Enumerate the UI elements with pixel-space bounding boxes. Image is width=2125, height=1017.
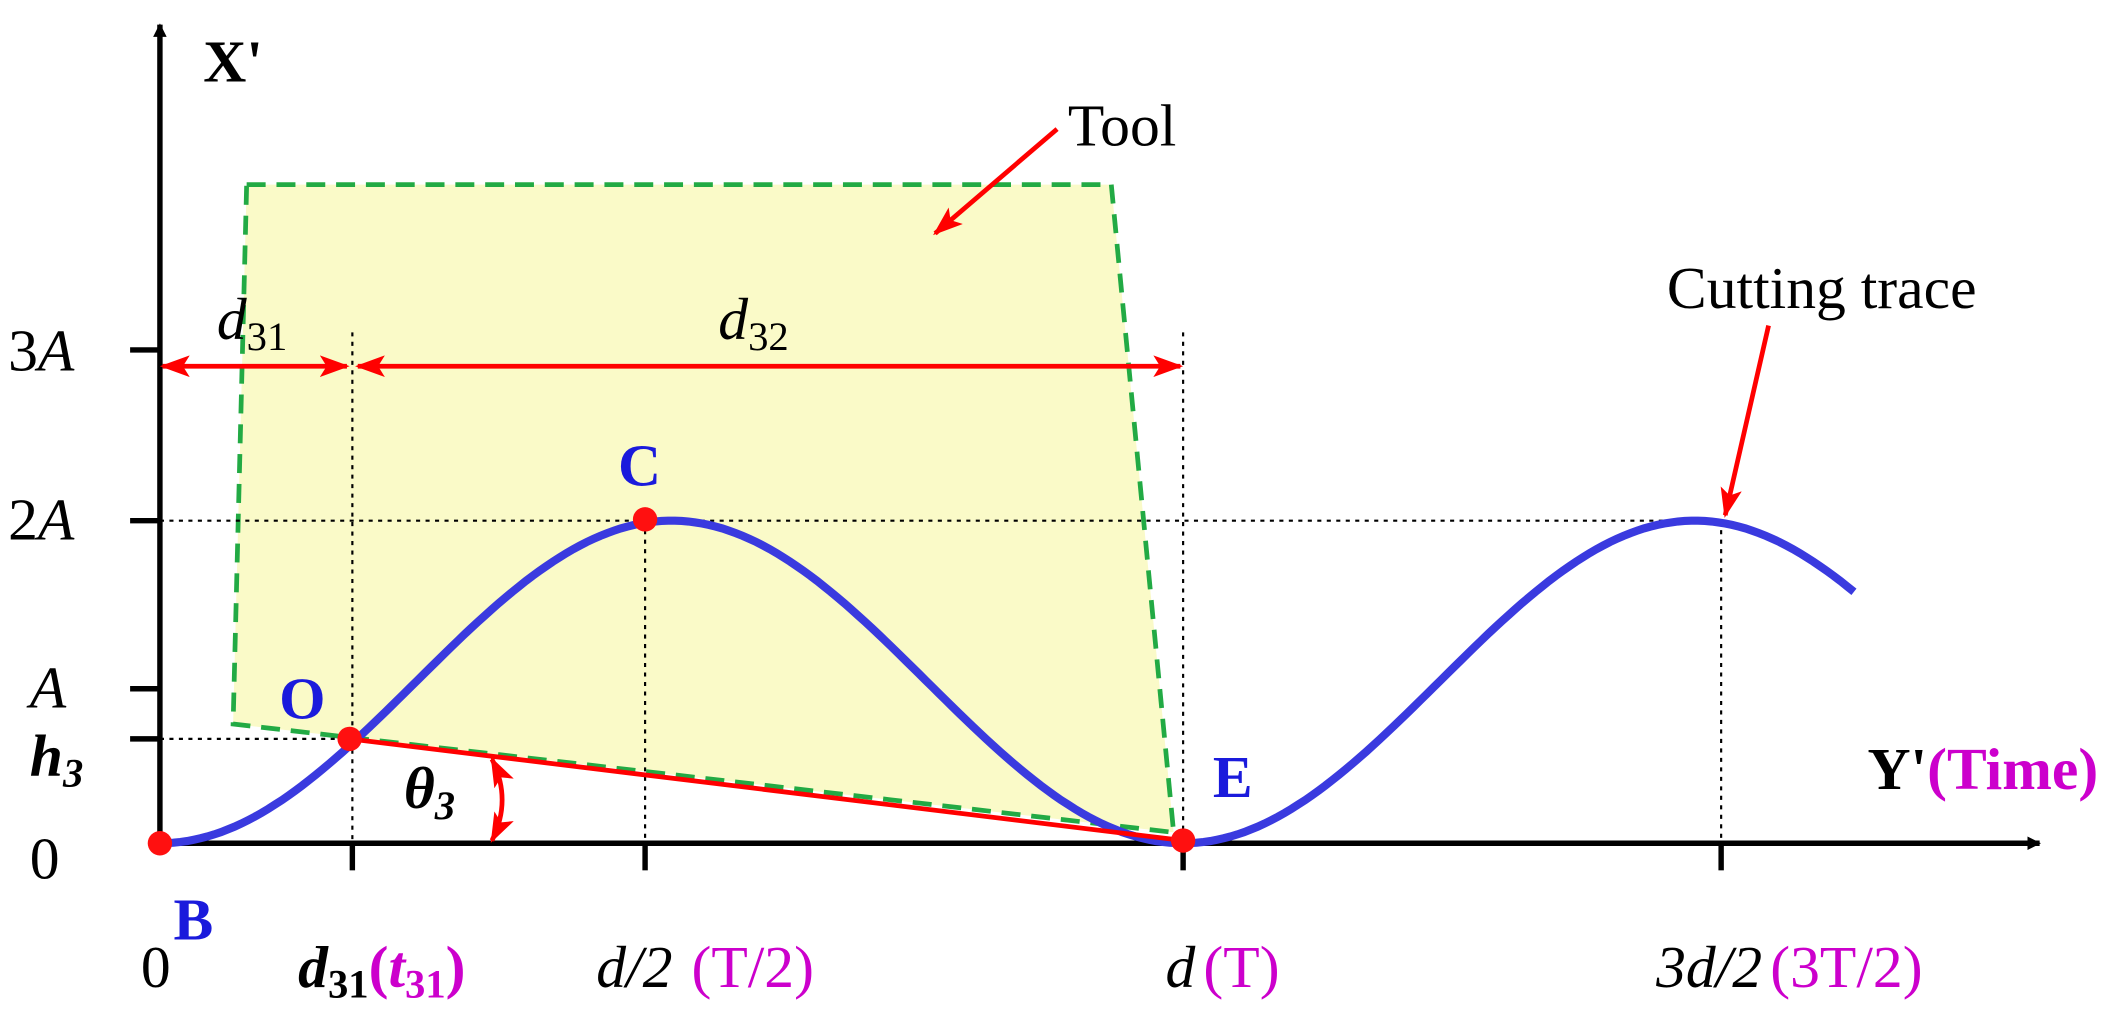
x-label: 3d/2 (3T/2) bbox=[1655, 934, 1922, 1000]
y-label: 0 bbox=[30, 825, 60, 891]
x-label: d31(t31) bbox=[298, 934, 465, 1007]
x-title: Y' bbox=[1868, 736, 1928, 802]
x-title-note: (Time) bbox=[1927, 736, 2098, 802]
note-close: ) bbox=[446, 934, 466, 1000]
annotations bbox=[159, 127, 1771, 843]
point-label: O bbox=[279, 666, 325, 732]
cutting-trace bbox=[159, 516, 1857, 848]
coef: 3 bbox=[8, 317, 38, 383]
sym: h bbox=[30, 722, 63, 788]
sym: θ bbox=[404, 755, 435, 821]
main: d bbox=[1165, 934, 1195, 1000]
note: (T/2) bbox=[691, 934, 814, 1000]
y-label: 3A bbox=[8, 317, 75, 383]
point-label: B bbox=[173, 886, 213, 952]
y-label: 2A bbox=[8, 487, 75, 553]
note: (T) bbox=[1203, 934, 1279, 1000]
x-label: d/2 (T/2) bbox=[596, 934, 814, 1000]
sub: 3 bbox=[434, 783, 455, 828]
note-open: ( bbox=[369, 934, 389, 1000]
point-label: E bbox=[1213, 744, 1253, 810]
y-label: A bbox=[26, 655, 67, 721]
angle-label: θ3 bbox=[404, 755, 455, 828]
dimension-label: d31 bbox=[217, 286, 287, 359]
dimension-label: d32 bbox=[718, 286, 788, 359]
tool-label: Tool bbox=[1068, 92, 1176, 158]
main: 3d/2 bbox=[1655, 934, 1762, 1000]
sub: 31 bbox=[247, 314, 288, 359]
sym: d bbox=[217, 286, 247, 352]
trace-label: Cutting trace bbox=[1667, 255, 1977, 321]
tool-shape bbox=[230, 182, 1177, 836]
sym: d bbox=[718, 286, 748, 352]
main: d bbox=[298, 934, 329, 1000]
points bbox=[147, 507, 1196, 856]
note: (3T/2) bbox=[1770, 934, 1922, 1000]
sub: 32 bbox=[748, 314, 789, 359]
sub: 31 bbox=[328, 962, 369, 1007]
y-axis-title: X' bbox=[203, 29, 263, 95]
main: d/2 bbox=[596, 934, 672, 1000]
sym: A bbox=[34, 317, 75, 383]
y-label: h3 bbox=[30, 722, 83, 795]
x-label: d (T) bbox=[1165, 934, 1279, 1000]
note: t bbox=[388, 934, 407, 1000]
sym: A bbox=[34, 487, 75, 553]
coef: 2 bbox=[8, 487, 38, 553]
sub: 3 bbox=[62, 750, 83, 795]
x-label: 0 bbox=[141, 934, 171, 1000]
x-axis-title: Y'(Time) bbox=[1868, 736, 2099, 802]
note-sub: 31 bbox=[405, 962, 446, 1007]
point-label: C bbox=[618, 432, 661, 498]
